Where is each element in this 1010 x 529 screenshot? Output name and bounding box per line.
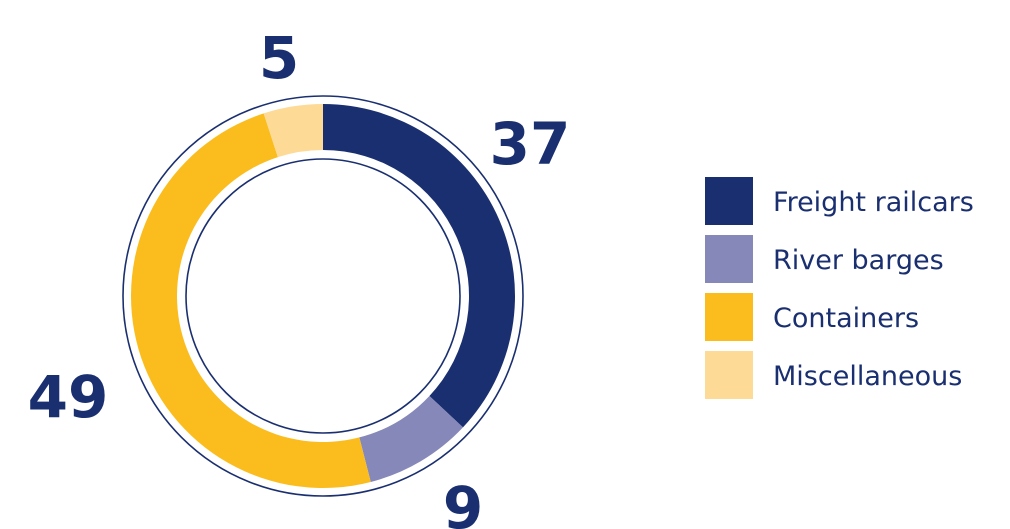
- legend-swatch-containers: [705, 293, 753, 341]
- inner-ring-outline: [185, 158, 461, 434]
- value-labels: 37 9 49 5: [28, 24, 571, 529]
- legend-swatch-river-barges: [705, 235, 753, 283]
- slice-containers: [131, 113, 371, 488]
- legend-swatch-miscellaneous: [705, 351, 753, 399]
- legend-label-river-barges: River barges: [773, 245, 944, 276]
- slice-miscellaneous: [263, 104, 323, 158]
- donut-slices: [131, 104, 515, 488]
- value-label-river-barges: 9: [443, 474, 483, 529]
- value-label-freight-railcars: 37: [490, 110, 571, 178]
- legend: Freight railcars River barges Containers Mi…: [705, 177, 974, 399]
- legend-swatch-freight-railcars: [705, 177, 753, 225]
- legend-item-river-barges: River barges: [705, 235, 944, 283]
- outer-ring-outline: [122, 95, 524, 497]
- value-label-miscellaneous: 5: [259, 24, 299, 92]
- legend-item-containers: Containers: [705, 293, 919, 341]
- slice-freight-railcars: [323, 104, 515, 428]
- legend-item-freight-railcars: Freight railcars: [705, 177, 974, 225]
- legend-label-containers: Containers: [773, 303, 919, 334]
- legend-item-miscellaneous: Miscellaneous: [705, 351, 962, 399]
- value-label-containers: 49: [28, 363, 109, 431]
- legend-label-freight-railcars: Freight railcars: [773, 187, 974, 218]
- legend-label-miscellaneous: Miscellaneous: [773, 361, 962, 392]
- slice-river-barges: [359, 395, 463, 482]
